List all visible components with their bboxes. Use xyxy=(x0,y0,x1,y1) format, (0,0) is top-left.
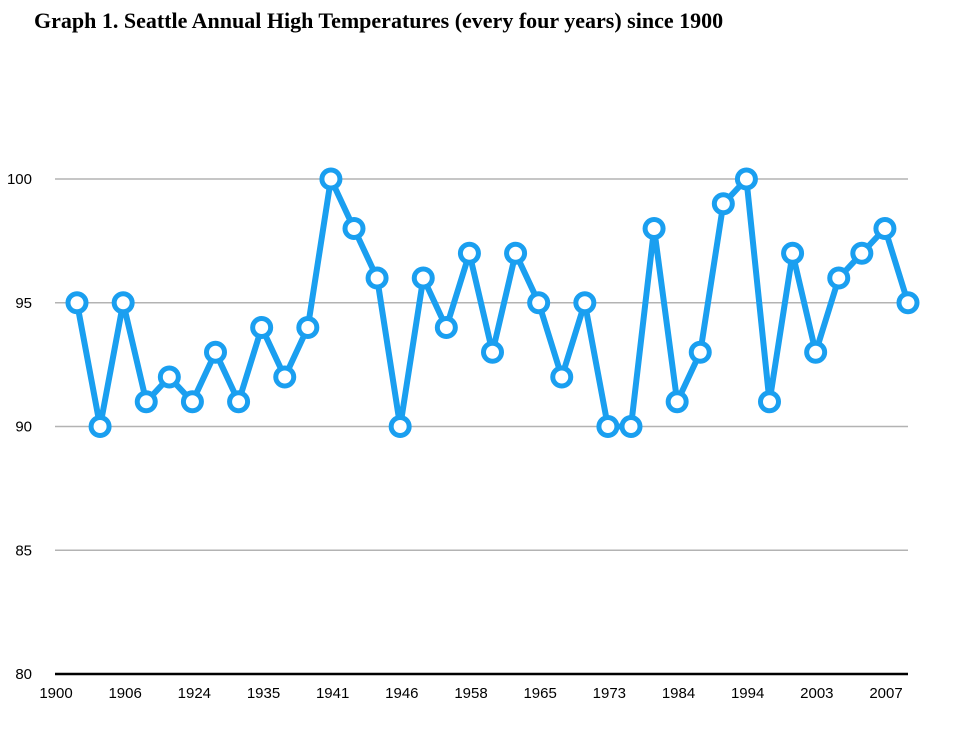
data-point-36 xyxy=(873,217,897,240)
x-tick-label-1935: 1935 xyxy=(247,685,280,702)
data-point-8 xyxy=(227,390,251,414)
y-axis-tick-labels: 80 85 90 95 100 xyxy=(7,171,32,683)
data-point-22 xyxy=(550,365,574,389)
x-tick-label-1984: 1984 xyxy=(662,685,695,702)
x-tick-label-1994: 1994 xyxy=(731,685,764,702)
data-point-6 xyxy=(180,390,204,414)
x-tick-label-1924: 1924 xyxy=(178,685,211,702)
data-point-25 xyxy=(619,415,643,438)
data-point-10 xyxy=(273,365,297,389)
chart-title: Graph 1. Seattle Annual High Temperature… xyxy=(34,8,724,33)
data-point-30 xyxy=(734,167,758,191)
x-tick-label-1965: 1965 xyxy=(523,685,556,702)
data-point-21 xyxy=(527,291,551,315)
x-tick-label-1900: 1900 xyxy=(39,685,72,702)
gridlines xyxy=(55,178,908,551)
data-point-9 xyxy=(250,316,274,339)
data-point-18 xyxy=(457,241,481,265)
data-point-33 xyxy=(804,340,828,364)
data-point-12 xyxy=(319,167,343,191)
data-point-11 xyxy=(296,316,320,339)
y-tick-label-85: 85 xyxy=(15,542,32,559)
data-point-31 xyxy=(758,390,781,414)
data-point-14 xyxy=(365,266,389,290)
data-point-2 xyxy=(88,415,112,438)
data-point-34 xyxy=(827,266,851,290)
y-tick-label-100: 100 xyxy=(7,171,32,188)
data-point-4 xyxy=(134,390,158,414)
x-tick-label-2003: 2003 xyxy=(800,685,833,702)
data-point-24 xyxy=(596,415,620,438)
data-point-16 xyxy=(411,266,435,290)
x-tick-label-1906: 1906 xyxy=(108,685,141,702)
data-point-26 xyxy=(642,217,666,240)
x-tick-label-1958: 1958 xyxy=(454,685,487,702)
data-point-15 xyxy=(388,415,412,438)
x-axis-tick-labels: 1900 1906 1924 1935 1941 1946 1958 1965 1973 1984… xyxy=(39,685,902,702)
y-tick-label-80: 80 xyxy=(15,666,32,683)
data-point-32 xyxy=(781,241,805,265)
data-point-19 xyxy=(481,340,504,364)
data-point-17 xyxy=(434,316,458,339)
x-tick-label-1973: 1973 xyxy=(593,685,626,702)
data-point-28 xyxy=(688,340,712,364)
data-point-23 xyxy=(573,291,597,315)
data-point-27 xyxy=(665,390,689,414)
data-point-35 xyxy=(850,241,874,265)
y-tick-label-90: 90 xyxy=(15,419,32,436)
data-point-3 xyxy=(111,291,135,315)
data-point-37 xyxy=(896,291,920,315)
x-tick-label-2007: 2007 xyxy=(869,685,902,702)
data-point-20 xyxy=(504,241,528,265)
x-tick-label-1946: 1946 xyxy=(385,685,418,702)
data-point-5 xyxy=(157,365,181,389)
data-point-29 xyxy=(711,192,735,216)
y-tick-label-95: 95 xyxy=(15,295,32,312)
x-tick-label-1941: 1941 xyxy=(316,685,349,702)
series-temperature xyxy=(65,167,920,438)
data-point-1 xyxy=(65,291,89,315)
data-point-13 xyxy=(342,217,366,240)
data-point-7 xyxy=(204,340,227,364)
